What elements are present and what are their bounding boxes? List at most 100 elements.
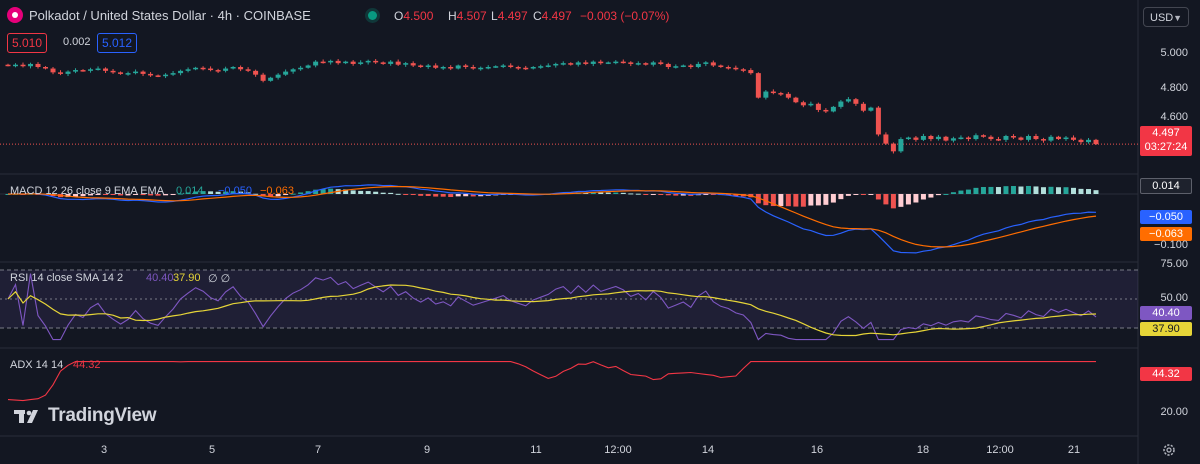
- candle: [755, 73, 761, 98]
- tradingview-logo: TradingView: [14, 405, 157, 427]
- macd-hist-bar: [305, 191, 311, 194]
- macd-line-value: −0.050: [218, 185, 252, 197]
- candle: [380, 62, 386, 64]
- macd-hist-bar: [965, 189, 971, 194]
- candle: [748, 70, 754, 74]
- candle: [358, 62, 364, 64]
- macd-hist-bar: [380, 192, 386, 194]
- currency-select[interactable]: USD ▼: [1143, 7, 1189, 27]
- macd-hist-bar: [1085, 189, 1091, 194]
- adx-line: [7, 361, 1096, 402]
- polkadot-logo-icon: [7, 7, 23, 23]
- adx-label[interactable]: ADX 14 14: [10, 359, 64, 371]
- candle: [298, 67, 304, 70]
- time-tick: 9: [423, 444, 431, 456]
- macd-hist-bar: [1055, 187, 1061, 194]
- macd-hist-bar: [275, 194, 281, 197]
- macd-hist-bar: [253, 193, 259, 195]
- candle: [178, 70, 184, 74]
- macd-hist-bar: [433, 194, 439, 197]
- candle: [875, 107, 881, 135]
- candle: [965, 137, 971, 140]
- candle: [538, 66, 544, 68]
- settings-gear-icon[interactable]: [1161, 442, 1177, 458]
- macd-hist-bar: [905, 194, 911, 205]
- time-tick: 11: [530, 444, 542, 456]
- macd-hist-bar: [1018, 186, 1024, 194]
- macd-hist-bar: [478, 194, 484, 197]
- candle: [163, 74, 169, 77]
- candle: [523, 67, 529, 70]
- candle: [448, 67, 454, 69]
- candle: [710, 62, 716, 66]
- candle: [283, 71, 289, 75]
- market-status-icon[interactable]: [368, 11, 377, 20]
- candle: [950, 138, 956, 141]
- bid-price-button[interactable]: 5.010: [7, 33, 48, 53]
- candle: [958, 137, 964, 140]
- price-tick: 4.800: [1160, 82, 1188, 94]
- candle: [1078, 139, 1084, 143]
- candle: [425, 65, 431, 67]
- candle: [125, 73, 131, 75]
- candle: [530, 67, 536, 69]
- rsi-label[interactable]: RSI 14 close SMA 14 2: [10, 272, 124, 284]
- ask-price-button[interactable]: 5.012: [97, 33, 138, 53]
- candle: [763, 91, 769, 98]
- macd-label[interactable]: MACD 12 26 close 9 EMA EMA: [10, 185, 165, 197]
- macd-hist-value: 0.014: [176, 185, 204, 197]
- macd-hist-bar: [418, 194, 424, 196]
- macd-hist-bar: [238, 191, 244, 194]
- macd-hist-bar: [350, 190, 356, 194]
- macd-hist-bar: [950, 192, 956, 194]
- candle: [215, 70, 221, 72]
- ohlc-open: O4.500: [394, 9, 434, 23]
- candle: [808, 103, 814, 106]
- candle: [5, 64, 11, 67]
- candle: [853, 99, 859, 104]
- candle: [793, 97, 799, 103]
- macd-hist-bar: [1048, 186, 1054, 194]
- time-tick: 12:00: [986, 444, 1014, 456]
- macd-hist-bar: [358, 190, 364, 194]
- candle: [823, 109, 829, 112]
- rsi-band: [0, 270, 1138, 328]
- macd-hist-bar: [598, 192, 604, 194]
- adx-tick: 20.00: [1160, 406, 1188, 418]
- macd-hist-bar: [118, 194, 124, 196]
- candle: [373, 60, 379, 63]
- candle: [28, 63, 34, 67]
- candle: [118, 72, 124, 74]
- time-tick: 3: [100, 444, 108, 456]
- macd-hist-bar: [470, 194, 476, 197]
- candle: [260, 74, 266, 81]
- time-tick: 5: [208, 444, 216, 456]
- candle: [658, 62, 664, 64]
- symbol-title[interactable]: Polkadot / United States Dollar · 4h · C…: [29, 8, 311, 23]
- macd-hist-bar: [853, 194, 859, 195]
- macd-hist-bar: [1040, 187, 1046, 194]
- macd-hist-bar: [935, 194, 941, 196]
- candle: [590, 61, 596, 64]
- candle: [1055, 136, 1061, 140]
- macd-hist-bar: [245, 192, 251, 194]
- rsi-sma-badge: 37.90: [1140, 322, 1192, 336]
- candle: [80, 70, 86, 72]
- macd-hist-bar: [620, 192, 626, 194]
- rsi-extra-values: ∅ ∅: [208, 273, 231, 285]
- candle: [605, 62, 611, 64]
- macd-hist-bar: [755, 194, 761, 204]
- candle: [268, 77, 274, 81]
- candle: [305, 65, 311, 68]
- macd-hist-bar: [88, 194, 94, 196]
- candle: [568, 63, 574, 65]
- candle: [583, 62, 589, 64]
- macd-hist-bar: [673, 194, 679, 196]
- candle: [740, 69, 746, 71]
- macd-hist-bar: [290, 193, 296, 195]
- macd-hist-bar: [778, 194, 784, 207]
- candle: [485, 67, 491, 69]
- candle: [245, 69, 251, 71]
- candle: [88, 69, 94, 71]
